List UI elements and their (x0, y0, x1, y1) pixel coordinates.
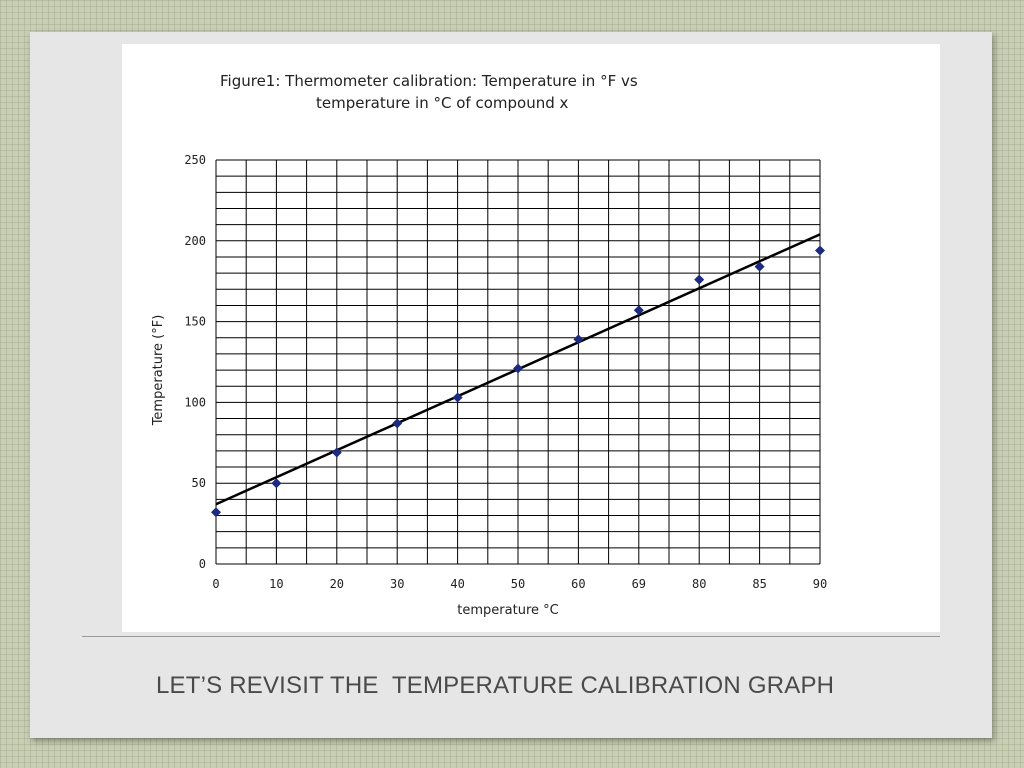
x-tick-label: 20 (330, 577, 344, 591)
x-tick-label: 60 (571, 577, 585, 591)
x-axis-label: temperature °C (457, 603, 558, 618)
data-point (754, 261, 765, 272)
data-point (452, 392, 463, 403)
data-point (573, 334, 584, 345)
y-tick-label: 150 (184, 315, 206, 329)
y-tick-label: 250 (184, 153, 206, 167)
x-tick-label: 10 (269, 577, 283, 591)
x-tick-label: 0 (212, 577, 219, 591)
x-tick-label: 90 (813, 577, 827, 591)
data-point (815, 245, 825, 256)
data-point (694, 274, 705, 285)
slide-caption: LET’S REVISIT THE TEMPERATURE CALIBRATIO… (156, 672, 835, 699)
chart-title-line1: Figure1: Thermometer calibration: Temper… (220, 72, 638, 90)
data-point (271, 478, 282, 489)
caption-divider (82, 636, 940, 637)
x-tick-label: 50 (511, 577, 525, 591)
chart-title: Figure1: Thermometer calibration: Temper… (220, 70, 820, 114)
x-tick-label: 40 (450, 577, 464, 591)
data-point (211, 507, 221, 518)
slide: Figure1: Thermometer calibration: Temper… (30, 32, 992, 738)
y-tick-label: 100 (184, 395, 206, 409)
chart-figure: Figure1: Thermometer calibration: Temper… (122, 44, 940, 632)
chart-plot: 0 50 100 150 200 250 0 10 20 30 40 50 60 69 80 85 90 temp… (151, 153, 827, 618)
y-tick-label: 50 (192, 476, 206, 490)
x-tick-label: 30 (390, 577, 404, 591)
data-point (392, 418, 403, 429)
y-tick-label: 200 (184, 234, 206, 248)
x-tick-label: 85 (752, 577, 766, 591)
data-point (331, 447, 342, 458)
chart-title-line2: temperature in °C of compound x (316, 94, 569, 112)
data-point (513, 363, 523, 374)
data-point (633, 305, 644, 316)
y-tick-label: 0 (199, 557, 206, 571)
x-tick-label: 80 (692, 577, 706, 591)
x-tick-label: 69 (632, 577, 646, 591)
y-axis-label: Temperature (°F) (151, 315, 166, 427)
